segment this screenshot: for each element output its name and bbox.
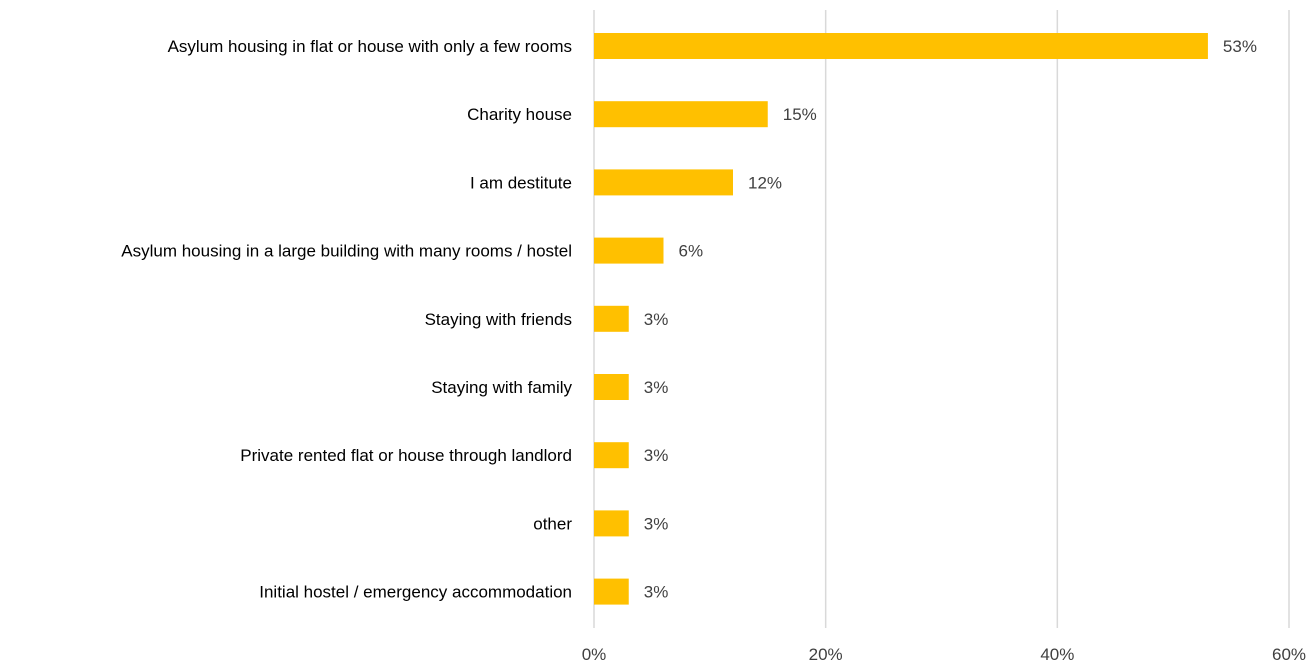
category-label: Asylum housing in flat or house with onl… [168,37,572,56]
bar [594,374,629,400]
bar [594,33,1208,59]
x-tick-label: 40% [1040,645,1074,663]
bar [594,305,629,332]
bar [594,442,629,469]
category-labels: Asylum housing in flat or house with onl… [121,37,572,602]
value-label: 3% [644,378,669,397]
category-label: Asylum housing in a large building with … [121,242,572,261]
bar [594,510,629,537]
value-label: 15% [783,105,817,124]
bar [594,169,733,196]
value-label: 6% [679,242,704,261]
category-label: Staying with family [431,378,572,397]
bar [594,578,629,605]
value-label: 53% [1223,37,1257,56]
bars [594,33,1208,605]
bar [594,237,664,264]
value-label: 3% [644,446,669,465]
x-tick-label: 20% [809,645,843,663]
value-label: 3% [644,514,669,533]
value-label: 12% [748,173,782,192]
category-label: Initial hostel / emergency accommodation [259,583,572,602]
category-label: Staying with friends [425,310,572,329]
x-axis-ticks: 0% 20% 40% 60% [582,645,1306,663]
value-label: 3% [644,583,669,602]
category-label: Private rented flat or house through lan… [240,446,572,465]
x-tick-label: 60% [1272,645,1306,663]
category-label: other [533,514,572,533]
category-label: I am destitute [470,173,572,192]
value-label: 3% [644,310,669,329]
bar [594,101,768,128]
x-tick-label: 0% [582,645,607,663]
category-label: Charity house [467,105,572,124]
value-labels: 53% 15% 12% 6% 3% 3% 3% 3% 3% [644,37,1257,602]
